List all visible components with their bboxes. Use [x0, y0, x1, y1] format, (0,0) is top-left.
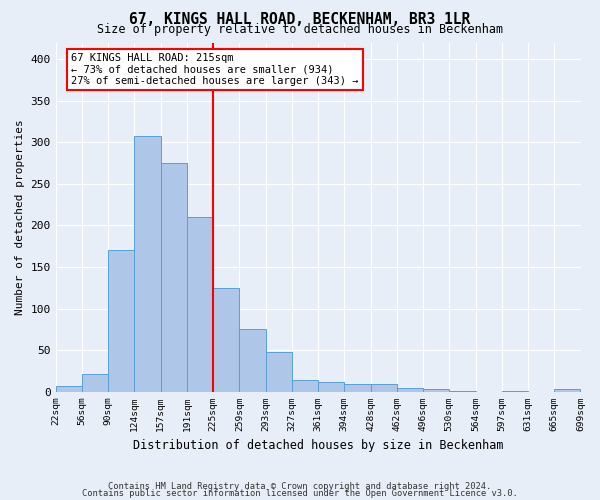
Bar — [292, 380, 318, 392]
Bar — [397, 388, 423, 392]
Bar — [161, 163, 187, 392]
Bar — [108, 250, 134, 392]
Text: Contains public sector information licensed under the Open Government Licence v3: Contains public sector information licen… — [82, 489, 518, 498]
Text: Contains HM Land Registry data © Crown copyright and database right 2024.: Contains HM Land Registry data © Crown c… — [109, 482, 491, 491]
Text: 67 KINGS HALL ROAD: 215sqm
← 73% of detached houses are smaller (934)
27% of sem: 67 KINGS HALL ROAD: 215sqm ← 73% of deta… — [71, 53, 359, 86]
X-axis label: Distribution of detached houses by size in Beckenham: Distribution of detached houses by size … — [133, 440, 503, 452]
Text: 67, KINGS HALL ROAD, BECKENHAM, BR3 1LR: 67, KINGS HALL ROAD, BECKENHAM, BR3 1LR — [130, 12, 470, 26]
Bar — [502, 391, 528, 392]
Bar — [449, 391, 476, 392]
Bar — [554, 390, 580, 392]
Bar — [344, 384, 371, 392]
Y-axis label: Number of detached properties: Number of detached properties — [15, 120, 25, 315]
Bar — [266, 352, 292, 392]
Bar — [213, 288, 239, 392]
Bar — [134, 136, 161, 392]
Text: Size of property relative to detached houses in Beckenham: Size of property relative to detached ho… — [97, 22, 503, 36]
Bar — [56, 386, 82, 392]
Bar — [82, 374, 108, 392]
Bar — [318, 382, 344, 392]
Bar — [423, 390, 449, 392]
Bar — [239, 330, 266, 392]
Bar — [187, 217, 213, 392]
Bar — [371, 384, 397, 392]
